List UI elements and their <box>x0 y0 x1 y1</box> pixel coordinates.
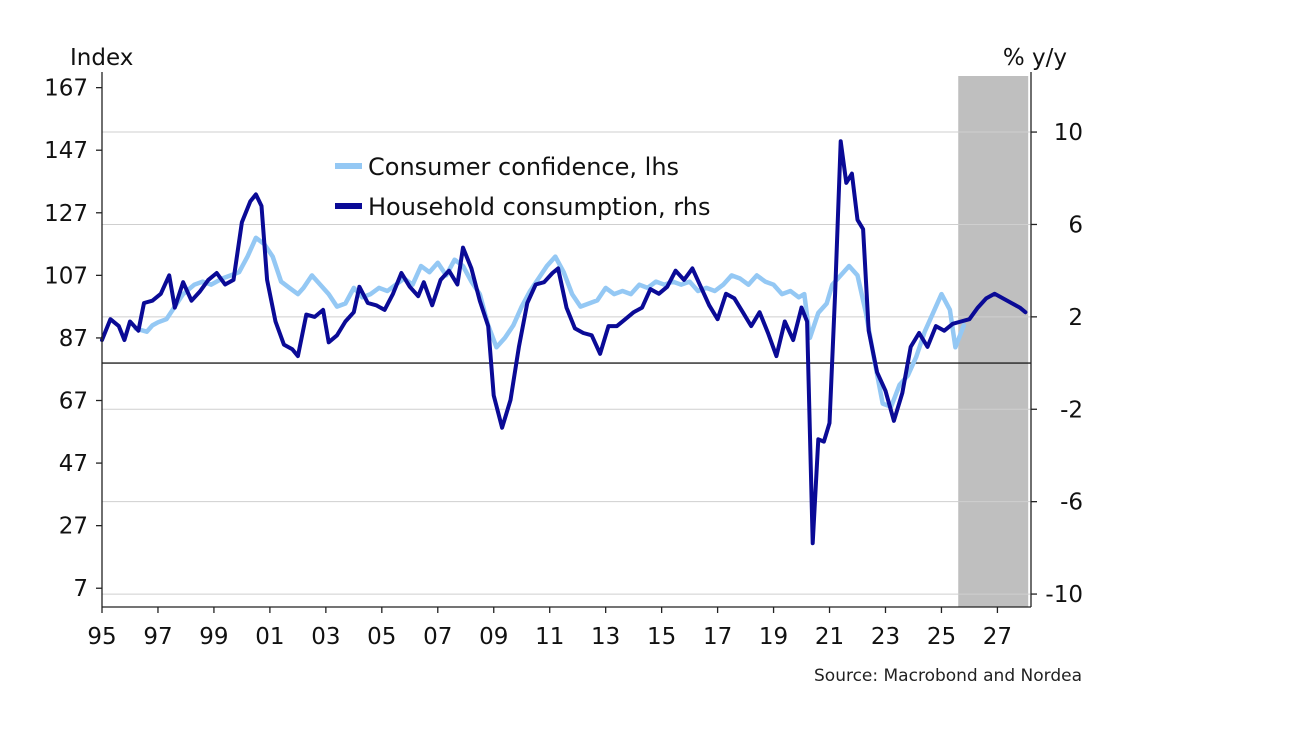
tick-labels: 7 27 47 67 87 107 127 147 167 -10 -6 -2 2 6 10 95 97 99 01… <box>44 76 1083 650</box>
left-tick-label: 167 <box>44 76 88 102</box>
legend-label-household-consumption: Household consumption, rhs <box>368 193 710 221</box>
right-axis-unit: % y/y <box>1003 45 1067 71</box>
right-tick-label: 6 <box>1068 212 1083 238</box>
x-tick-label: 15 <box>647 624 676 650</box>
left-tick-label: 67 <box>59 389 88 415</box>
forecast-shading <box>958 76 1029 607</box>
series-line-household-consumption <box>100 139 1028 546</box>
left-tick-label: 107 <box>44 263 88 289</box>
left-tick-label: 127 <box>44 201 88 227</box>
x-tick-label: 11 <box>535 624 564 650</box>
left-tick-label: 7 <box>73 576 88 602</box>
legend-label-consumer-confidence: Consumer confidence, lhs <box>368 153 679 181</box>
right-tick-label: -6 <box>1060 490 1083 516</box>
x-tick-label: 09 <box>479 624 508 650</box>
left-tick-label: 87 <box>59 326 88 352</box>
x-tick-label: 17 <box>703 624 732 650</box>
x-tick-label: 01 <box>255 624 284 650</box>
forecast-shade <box>958 76 1029 607</box>
right-tick-label: -10 <box>1045 582 1083 608</box>
x-tick-label: 27 <box>983 624 1012 650</box>
x-tick-label: 19 <box>759 624 788 650</box>
x-tick-label: 07 <box>423 624 452 650</box>
right-tick-label: 10 <box>1054 120 1083 146</box>
x-tick-label: 99 <box>199 624 228 650</box>
left-tick-label: 147 <box>44 138 88 164</box>
series-line-consumer-confidence <box>133 235 967 410</box>
source-note: Source: Macrobond and Nordea <box>814 666 1082 686</box>
x-tick-label: 03 <box>311 624 340 650</box>
x-tick-label: 21 <box>815 624 844 650</box>
series-lines <box>100 139 1028 546</box>
legend: Consumer confidence, lhs Household consu… <box>335 153 710 221</box>
x-tick-label: 05 <box>367 624 396 650</box>
gridlines <box>102 131 1031 595</box>
left-tick-label: 27 <box>59 514 88 540</box>
left-axis-unit: Index <box>70 45 133 71</box>
right-tick-label: 2 <box>1068 305 1083 331</box>
x-tick-label: 97 <box>143 624 172 650</box>
x-tick-label: 13 <box>591 624 620 650</box>
axes <box>96 72 1037 613</box>
x-tick-label: 25 <box>927 624 956 650</box>
left-tick-label: 47 <box>59 451 88 477</box>
x-tick-label: 95 <box>87 624 116 650</box>
x-tick-label: 23 <box>871 624 900 650</box>
right-tick-label: -2 <box>1060 397 1083 423</box>
